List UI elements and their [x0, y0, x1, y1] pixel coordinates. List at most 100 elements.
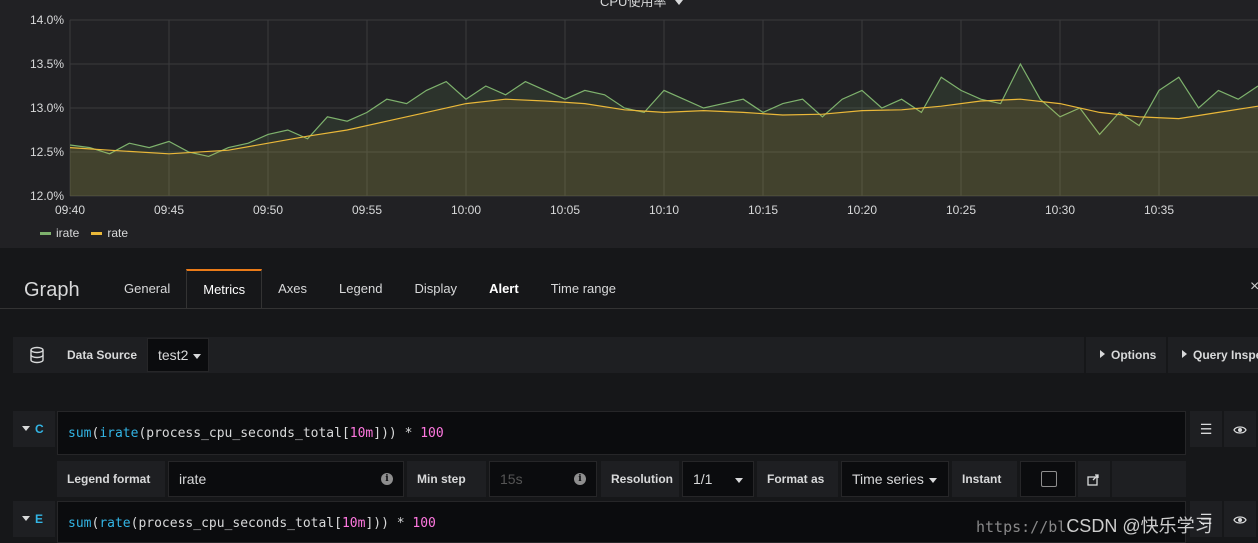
y-tick-label: 13.5%: [30, 57, 64, 71]
datasource-value: test2: [158, 347, 189, 363]
tab-display[interactable]: Display: [414, 281, 458, 296]
format-as-value: Time series: [852, 471, 924, 487]
chart-title-text: CPU使用率: [600, 0, 667, 9]
options-label: Options: [1111, 348, 1157, 362]
x-tick-label: 10:05: [550, 203, 580, 217]
x-tick-label: 09:45: [154, 203, 184, 217]
options-row-filler: [1112, 461, 1186, 497]
editor-tabs: General Metrics Axes Legend Display Aler…: [108, 269, 632, 309]
series-line-rate: [69, 98, 1258, 155]
info-icon[interactable]: i: [381, 473, 393, 485]
legend-label: irate: [56, 226, 80, 240]
legend-label: rate: [107, 226, 129, 240]
query-editor-e[interactable]: sum(rate(process_cpu_seconds_total[10m])…: [57, 501, 1186, 543]
x-tick-label: 10:15: [748, 203, 778, 217]
query-range: 10m: [341, 516, 366, 531]
x-tick-label: 09:55: [352, 203, 382, 217]
query-metric: process_cpu_seconds_total: [146, 426, 342, 441]
legend-format-value: irate: [179, 471, 207, 487]
query-op: *: [388, 516, 413, 531]
graph-panel: 14.0% 13.5% 13.0% 12.5% 12.0% 09:40 09:45 09:50…: [0, 0, 1258, 248]
share-icon[interactable]: [1078, 461, 1110, 497]
chevron-down-icon: [675, 0, 684, 6]
chevron-down-icon: [22, 516, 30, 521]
query-inspector-label: Query Inspector: [1193, 348, 1258, 362]
eye-icon[interactable]: [1224, 411, 1256, 447]
instant-label: Instant: [952, 461, 1017, 497]
tab-metrics[interactable]: Metrics: [186, 269, 263, 309]
query-inspector-button[interactable]: Query Inspector: [1166, 337, 1258, 373]
y-tick-label: 12.0%: [30, 189, 64, 203]
min-step-label: Min step: [407, 461, 486, 497]
eye-icon[interactable]: [1224, 501, 1256, 537]
tab-time-range[interactable]: Time range: [550, 281, 616, 296]
resolution-label: Resolution: [601, 461, 679, 497]
tab-axes[interactable]: Axes: [278, 281, 308, 296]
query-op: *: [396, 426, 421, 441]
options-button[interactable]: Options: [1084, 337, 1164, 373]
resolution-select[interactable]: 1/1: [682, 461, 754, 497]
x-tick-label: 10:20: [847, 203, 877, 217]
instant-checkbox-wrap: [1020, 461, 1076, 497]
chevron-right-icon: [1182, 350, 1187, 358]
tab-alert[interactable]: Alert: [489, 281, 519, 296]
legend-format-label: Legend format: [57, 461, 165, 497]
x-tick-label: 10:30: [1045, 203, 1075, 217]
cpu-usage-chart: 14.0% 13.5% 13.0% 12.5% 12.0%09:40 09:45 09:50…: [30, 13, 1258, 217]
format-as-label: Format as: [757, 461, 838, 497]
y-tick-label: 14.0%: [30, 13, 64, 27]
tab-legend[interactable]: Legend: [339, 281, 383, 296]
series-area-rate: [70, 99, 1258, 196]
query-metric: process_cpu_seconds_total: [138, 516, 335, 531]
query-toggle-c[interactable]: C: [13, 411, 55, 447]
x-tick-label: 10:00: [451, 203, 481, 217]
legend-item-rate[interactable]: rate: [91, 226, 128, 240]
min-step-placeholder: 15s: [500, 471, 523, 487]
hamburger-menu-icon[interactable]: ☰: [1190, 411, 1222, 447]
chevron-down-icon: [193, 353, 202, 359]
tabs-divider: [0, 308, 1258, 309]
y-tick-label: 13.0%: [30, 101, 64, 115]
query-editor-c[interactable]: sum(irate(process_cpu_seconds_total[10m]…: [57, 411, 1186, 455]
query-fn: rate: [99, 516, 131, 531]
resolution-value: 1/1: [693, 471, 713, 487]
query-fn: irate: [99, 426, 139, 441]
watermark-url: https://bl: [976, 518, 1067, 536]
query-range: 10m: [349, 426, 374, 441]
series-line-irate: [69, 62, 1258, 158]
query-number: 100: [420, 426, 444, 441]
chevron-right-icon: [1100, 350, 1105, 358]
datasource-row: Data Source test2 Options Query Inspecto…: [13, 337, 1258, 373]
chevron-down-icon: [928, 477, 937, 483]
query-fn: sum: [68, 516, 92, 531]
x-tick-label: 10:25: [946, 203, 976, 217]
watermark: https://blCSDN @快乐学习: [976, 512, 1213, 538]
legend-format-input[interactable]: irate i: [168, 461, 404, 497]
query-ref-id: E: [35, 512, 44, 526]
panel-editor: Graph General Metrics Axes Legend Displa…: [0, 248, 1258, 543]
hamburger-menu-icon[interactable]: ☰: [1190, 501, 1222, 537]
format-as-select[interactable]: Time series: [841, 461, 949, 497]
chart-title[interactable]: CPU使用率: [600, 0, 684, 10]
watermark-text: CSDN @快乐学习: [1066, 516, 1213, 536]
query-ref-id: C: [35, 422, 44, 436]
instant-checkbox[interactable]: [1041, 471, 1057, 487]
legend-swatch-rate: [91, 231, 103, 235]
legend-swatch-irate: [40, 231, 51, 235]
database-icon: [30, 346, 44, 364]
x-tick-label: 10:35: [1144, 203, 1174, 217]
chevron-down-icon: [735, 478, 743, 483]
datasource-select[interactable]: test2: [147, 338, 209, 372]
x-tick-label: 10:10: [649, 203, 679, 217]
info-icon[interactable]: i: [574, 473, 586, 485]
query-toggle-e[interactable]: E: [13, 501, 55, 537]
datasource-label: Data Source: [67, 348, 138, 362]
query-fn: sum: [68, 426, 92, 441]
query-number: 100: [412, 516, 436, 531]
min-step-input[interactable]: 15s i: [489, 461, 597, 497]
close-icon[interactable]: ×: [1250, 278, 1258, 295]
y-tick-label: 12.5%: [30, 145, 64, 159]
x-tick-label: 09:40: [55, 203, 85, 217]
legend-item-irate[interactable]: irate: [40, 226, 79, 240]
tab-general[interactable]: General: [124, 281, 171, 296]
